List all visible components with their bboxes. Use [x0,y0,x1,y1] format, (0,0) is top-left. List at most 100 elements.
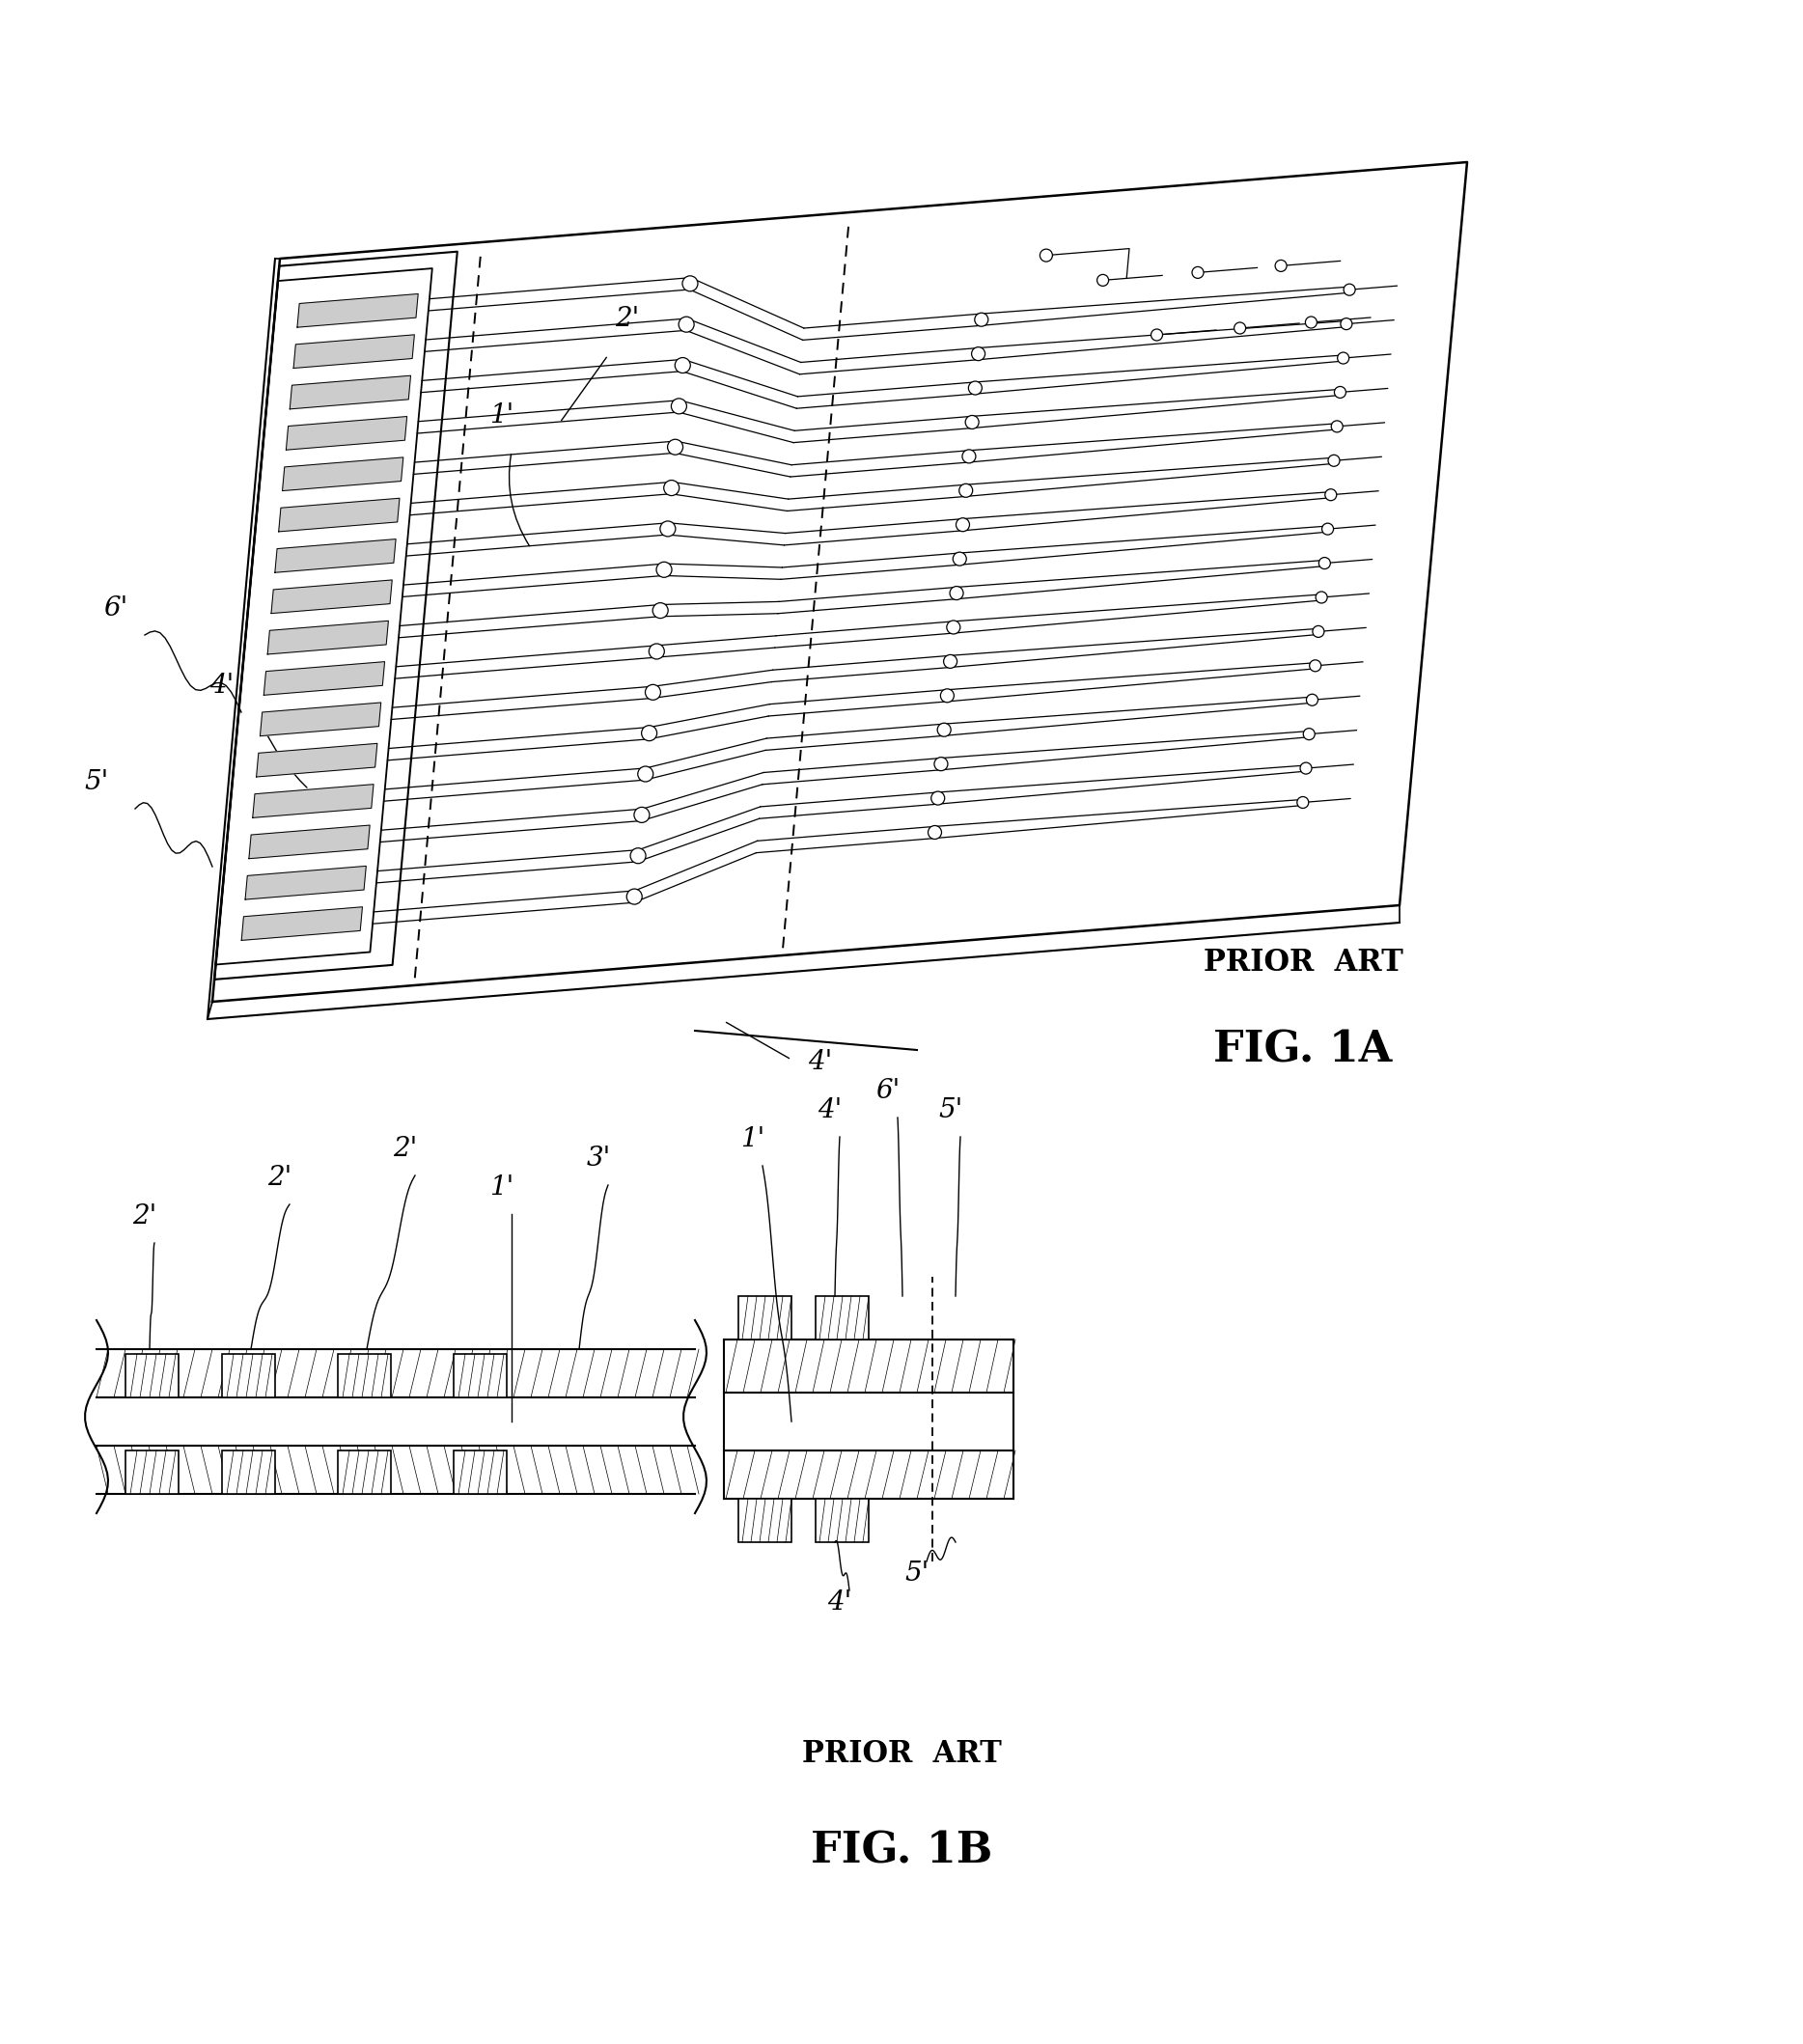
Polygon shape [213,161,1468,1002]
Circle shape [968,382,983,394]
Bar [454,1451,507,1494]
Circle shape [934,756,948,771]
Circle shape [678,317,694,333]
Polygon shape [290,376,411,409]
Polygon shape [249,826,370,858]
Text: 6': 6' [103,595,128,621]
Text: PRIOR  ART: PRIOR ART [1203,948,1403,979]
Text: 5': 5' [939,1098,963,1124]
Circle shape [667,439,683,454]
Circle shape [943,654,957,668]
Polygon shape [279,499,400,531]
Circle shape [972,347,984,360]
Polygon shape [283,458,404,491]
Circle shape [1329,456,1340,466]
Circle shape [954,552,966,566]
Polygon shape [294,335,415,368]
Circle shape [950,587,963,599]
Polygon shape [256,744,377,777]
Bar [222,1353,276,1398]
Bar [126,1451,178,1494]
Circle shape [930,791,945,805]
Bar [815,1498,869,1541]
Circle shape [1322,523,1334,536]
Bar [222,1451,276,1494]
Bar [739,1296,792,1339]
Circle shape [938,724,950,736]
Text: 2': 2' [615,307,640,331]
Text: 3': 3' [586,1145,611,1171]
Circle shape [975,313,988,327]
Polygon shape [274,540,397,572]
Circle shape [1304,728,1314,740]
Circle shape [1296,797,1309,807]
Circle shape [963,450,975,464]
Text: 5': 5' [905,1560,929,1586]
Text: FIG. 1A: FIG. 1A [1213,1030,1392,1071]
Circle shape [1334,386,1345,399]
Circle shape [929,826,941,840]
Circle shape [965,415,979,429]
Text: 2': 2' [393,1136,418,1161]
Bar [739,1498,792,1541]
Bar [815,1296,869,1339]
Circle shape [631,848,645,863]
Text: 5': 5' [85,769,108,795]
Circle shape [642,726,656,740]
Text: 1': 1' [490,1175,514,1200]
Bar [337,1353,391,1398]
Circle shape [1313,625,1323,638]
Text: PRIOR  ART: PRIOR ART [802,1739,1001,1770]
Text: 2': 2' [133,1204,157,1230]
Text: 4': 4' [209,672,234,699]
Text: FIG. 1B: FIG. 1B [811,1829,992,1872]
Circle shape [653,603,669,617]
Circle shape [649,644,664,658]
Circle shape [660,521,676,536]
Polygon shape [242,908,362,940]
Polygon shape [245,867,366,899]
Circle shape [1040,249,1053,262]
Circle shape [664,480,680,495]
Text: 4': 4' [819,1098,842,1124]
Circle shape [1275,260,1287,272]
Bar [126,1353,178,1398]
Circle shape [1338,352,1349,364]
Circle shape [638,766,653,781]
Text: 2': 2' [267,1165,292,1192]
Text: 4': 4' [808,1049,833,1075]
Circle shape [1341,319,1352,329]
Polygon shape [267,621,388,654]
Circle shape [1307,695,1318,705]
Circle shape [1233,323,1246,333]
Circle shape [645,685,660,699]
Text: 6': 6' [876,1077,900,1104]
Circle shape [1316,591,1327,603]
Circle shape [1325,489,1336,501]
Circle shape [627,889,642,903]
Polygon shape [270,580,391,613]
Circle shape [1096,274,1109,286]
Circle shape [956,517,970,531]
Circle shape [1343,284,1356,296]
Bar [454,1353,507,1398]
Circle shape [671,399,687,413]
Circle shape [656,562,673,576]
Circle shape [1318,558,1331,568]
Text: 1': 1' [741,1126,764,1153]
Circle shape [1309,660,1322,672]
Polygon shape [287,417,407,450]
Circle shape [1331,421,1343,431]
Circle shape [1305,317,1316,329]
Text: 1': 1' [490,403,514,429]
Circle shape [674,358,691,372]
Circle shape [1300,762,1313,775]
Circle shape [941,689,954,703]
Polygon shape [263,662,384,695]
Circle shape [635,807,649,822]
Circle shape [682,276,698,292]
Text: 4': 4' [828,1590,851,1615]
Polygon shape [252,785,373,818]
Circle shape [959,484,972,497]
Circle shape [1192,268,1204,278]
